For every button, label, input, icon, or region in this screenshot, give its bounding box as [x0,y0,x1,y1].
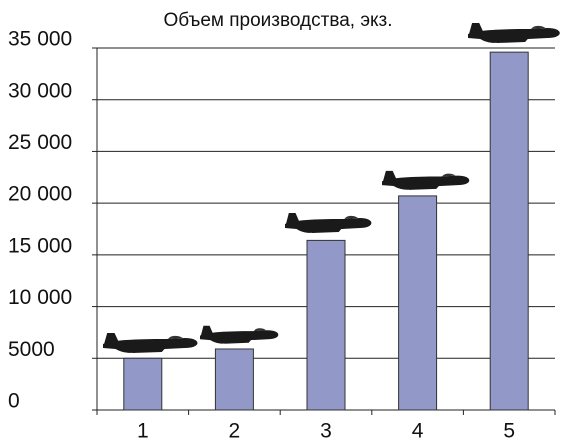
y-tick-label: 5000 [8,338,55,361]
y-tick-label: 0 [8,390,20,413]
x-tick-label: 2 [229,420,241,443]
plane-icon [200,325,279,344]
y-tick-label: 25 000 [8,131,72,154]
y-tick-label: 20 000 [8,183,72,206]
plane-icon [468,23,560,43]
y-tick-label: 15 000 [8,234,72,257]
plane-icon [285,213,372,233]
y-tick-label: 30 000 [8,79,72,102]
x-tick-label: 1 [137,420,149,443]
x-tick-label: 5 [503,420,515,443]
bar [214,348,254,411]
x-tick-label: 3 [320,420,332,443]
bar [306,239,346,411]
bar [398,195,438,411]
plane-icon [382,170,470,190]
plane-icon [103,333,198,353]
chart-title: Объем производства, экз. [163,10,392,31]
bar [123,357,163,411]
y-tick-label: 35 000 [8,28,72,51]
bar [489,51,529,411]
y-tick-label: 10 000 [8,286,72,309]
x-tick-label: 4 [412,420,424,443]
